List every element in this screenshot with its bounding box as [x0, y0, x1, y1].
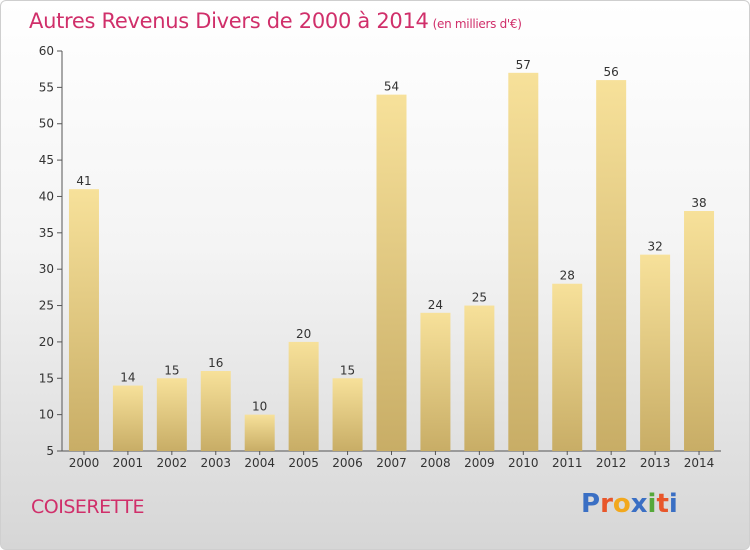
- bar-value-label: 10: [252, 400, 267, 414]
- bar-2008: [420, 312, 451, 451]
- logo-letter: t: [656, 489, 669, 519]
- logo-letter: r: [600, 489, 613, 519]
- y-tick-label: 45: [39, 153, 54, 167]
- bar-2012: [596, 80, 627, 451]
- bar-value-label: 57: [516, 58, 531, 72]
- logo-letter: o: [612, 489, 631, 519]
- bar-2007: [376, 94, 407, 452]
- place-name: COISERETTE: [31, 496, 144, 518]
- bar-2004: [244, 414, 275, 451]
- logo-letter: i: [668, 489, 678, 519]
- x-tick-label: 2013: [640, 456, 671, 470]
- bar-2009: [464, 305, 495, 451]
- bar-value-label: 56: [604, 65, 619, 79]
- y-tick-label: 40: [39, 189, 54, 203]
- x-tick-label: 2014: [684, 456, 715, 470]
- chart-title-text: Autres Revenus Divers de 2000 à 2014: [29, 9, 429, 33]
- bar-value-label: 15: [164, 363, 179, 377]
- proxiti-logo[interactable]: Proxiti: [581, 489, 678, 519]
- bar-2005: [288, 341, 319, 451]
- x-tick-label: 2002: [157, 456, 188, 470]
- bar-2001: [112, 385, 143, 451]
- x-tick-label: 2009: [464, 456, 495, 470]
- y-tick-label: 15: [39, 371, 54, 385]
- x-tick-label: 2004: [244, 456, 275, 470]
- y-tick-label: 35: [39, 226, 54, 240]
- bar-value-label: 28: [560, 269, 575, 283]
- chart-title: Autres Revenus Divers de 2000 à 2014 (en …: [29, 9, 522, 33]
- chart-unit: (en milliers d'€): [432, 17, 522, 31]
- y-tick-label: 10: [39, 408, 54, 422]
- x-tick-label: 2008: [420, 456, 451, 470]
- bar-value-label: 25: [472, 291, 487, 305]
- bar-value-label: 16: [208, 356, 223, 370]
- x-tick-label: 2007: [376, 456, 407, 470]
- bar-value-label: 14: [120, 371, 135, 385]
- y-tick-label: 20: [39, 335, 54, 349]
- bar-value-label: 32: [647, 240, 662, 254]
- bar-2003: [200, 371, 231, 451]
- x-tick-label: 2005: [288, 456, 319, 470]
- x-tick-label: 2001: [113, 456, 144, 470]
- x-tick-label: 2003: [200, 456, 231, 470]
- logo-letter: i: [647, 489, 657, 519]
- bar-value-label: 38: [691, 196, 706, 210]
- x-tick-label: 2011: [552, 456, 583, 470]
- y-tick-label: 55: [39, 80, 54, 94]
- bar-value-label: 15: [340, 363, 355, 377]
- y-tick-label: 25: [39, 299, 54, 313]
- y-tick-label: 60: [39, 44, 54, 58]
- y-tick-label: 30: [39, 262, 54, 276]
- bar-2014: [684, 211, 715, 451]
- y-tick-label: 5: [46, 444, 54, 458]
- y-tick-label: 50: [39, 117, 54, 131]
- bar-2013: [640, 254, 671, 451]
- bar-value-label: 41: [76, 174, 91, 188]
- bar-2006: [332, 378, 363, 451]
- bar-2000: [68, 189, 99, 451]
- x-tick-label: 2010: [508, 456, 539, 470]
- logo-letter: x: [630, 489, 648, 519]
- bar-2002: [156, 378, 187, 451]
- logo-letter: P: [581, 489, 601, 519]
- x-tick-label: 2006: [332, 456, 363, 470]
- bar-value-label: 20: [296, 327, 311, 341]
- bar-value-label: 54: [384, 80, 399, 94]
- bar-value-label: 24: [428, 298, 443, 312]
- bar-2010: [508, 72, 539, 452]
- x-tick-label: 2012: [596, 456, 627, 470]
- x-tick-label: 2000: [69, 456, 100, 470]
- bar-2011: [552, 283, 583, 451]
